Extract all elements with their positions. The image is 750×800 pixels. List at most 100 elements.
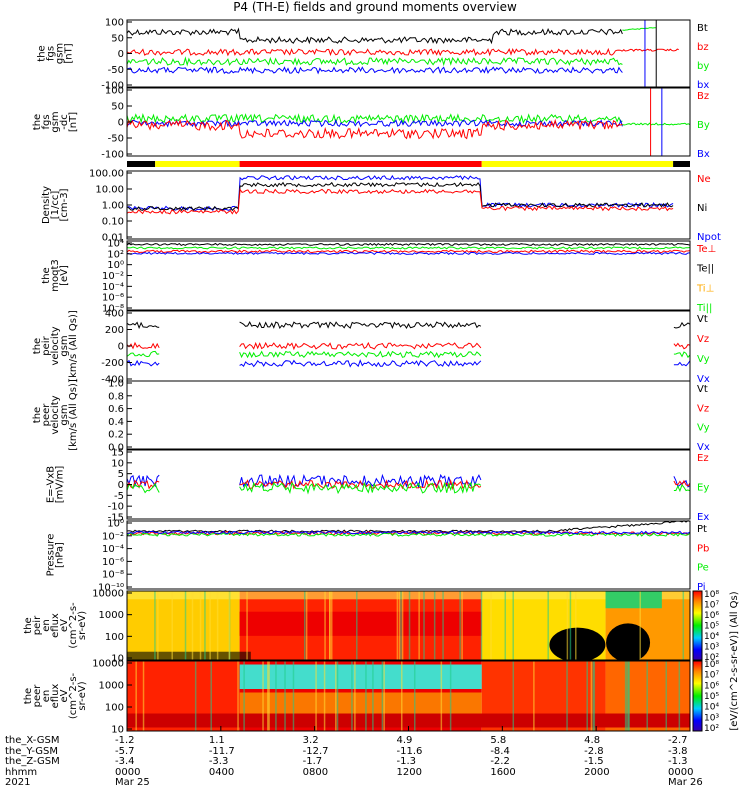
colorbar-tick-label: 10⁵ <box>704 692 719 702</box>
y-tick-label: 0.6 <box>108 404 124 415</box>
page-title: P4 (TH-E) fields and ground moments over… <box>233 0 517 14</box>
y-tick-label: -200 <box>101 358 124 369</box>
region-bar-segment <box>239 161 482 167</box>
legend-entry: Ti⊥ <box>696 283 714 294</box>
spectrogram-streak <box>171 591 173 660</box>
legend-entry: by <box>697 61 709 72</box>
spectrogram-streak <box>480 591 483 660</box>
panel-peir_velocity <box>126 310 691 382</box>
spectrogram-streak <box>593 661 596 731</box>
spectrogram-streak <box>246 591 248 660</box>
y-axis-label: eV <box>59 689 70 702</box>
colorbar <box>692 590 703 732</box>
y-tick-label: -50 <box>108 134 124 145</box>
footer-value: -2.8 <box>584 745 604 757</box>
footer-value: -11.7 <box>208 745 235 757</box>
spectrogram-streak <box>592 661 594 731</box>
legend-entry: By <box>697 120 710 131</box>
footer-value: 1600 <box>490 766 516 778</box>
y-tick-label: 10 <box>111 458 124 469</box>
spectrogram-blob <box>606 623 651 663</box>
y-tick-label: 10 <box>111 725 124 736</box>
series-trace <box>126 242 691 247</box>
footer-value: 2000 <box>584 766 610 778</box>
series-trace <box>622 122 691 126</box>
spectrogram-streak <box>381 661 384 731</box>
legend-entry: Pb <box>697 543 709 554</box>
spectrogram-streak <box>284 661 286 731</box>
footer-value: 0400 <box>208 766 235 778</box>
legend-entry: Pi <box>697 582 706 593</box>
y-tick-label: -50 <box>108 65 124 76</box>
y-axis-label: peir <box>32 615 43 635</box>
y-tick-label: 0.01 <box>102 233 124 244</box>
y-axis-label: [nT] <box>68 112 79 132</box>
y-axis-label: gsm <box>59 335 70 356</box>
spectrogram-band <box>239 611 482 636</box>
spectrogram-streak <box>351 661 353 731</box>
y-axis-label: [cm-3] <box>59 188 70 221</box>
spectrogram-streak <box>315 661 317 731</box>
y-axis-label: -dc <box>59 114 70 129</box>
footer-row-label: the_X-GSM <box>5 735 60 746</box>
legend-entry: bx <box>697 80 709 91</box>
spectrogram-streak <box>305 591 308 660</box>
y-tick-label: 0.8 <box>108 391 124 402</box>
series-trace <box>126 65 623 75</box>
footer-value: Mar 26 <box>668 777 703 788</box>
panel-pressure <box>126 520 691 590</box>
colorbar-gradient <box>692 590 703 661</box>
y-tick-label: 1.0 <box>108 379 124 390</box>
y-tick-label: 10⁰ <box>107 260 124 271</box>
y-tick-label: -400 <box>101 375 124 386</box>
footer-value: 0800 <box>302 766 329 778</box>
series-trace <box>126 56 623 67</box>
series-trace <box>126 481 691 495</box>
footer-value: -1.7 <box>302 756 323 767</box>
panel-efield <box>126 449 691 520</box>
y-axis-label: the <box>23 617 34 633</box>
spectrogram-streak <box>275 661 277 731</box>
footer-value: -1.3 <box>668 756 688 767</box>
spectrogram-streak <box>335 661 337 731</box>
spectrogram-streak <box>624 661 627 731</box>
legend-entry: Vy <box>697 354 710 365</box>
spectrogram-streak <box>191 591 194 660</box>
y-axis-label: en <box>41 619 52 632</box>
y-tick-label: 10² <box>107 249 124 260</box>
spectrogram-streak <box>408 591 411 660</box>
y-axis-label: E=-VxB <box>46 466 57 503</box>
spectrogram-streak <box>228 591 231 660</box>
y-tick-label: 15 <box>111 448 124 459</box>
footer-value: 1200 <box>396 766 422 778</box>
spectrogram-streak <box>449 661 452 731</box>
panel-density <box>126 170 691 240</box>
spectrogram-streak <box>504 591 507 660</box>
footer-value: -8.4 <box>490 745 510 757</box>
y-tick-label: 0 <box>118 49 124 60</box>
y-tick-label: 10⁻⁴ <box>102 282 124 293</box>
footer-value: 4.8 <box>584 735 601 746</box>
spectrogram-streak <box>626 661 628 731</box>
spectrogram-streak <box>292 661 295 731</box>
y-axis-label: eflux <box>50 684 61 709</box>
legend-entry: Ne <box>697 174 711 185</box>
colorbar-tick-label: 10⁸ <box>704 590 719 600</box>
legend-entry: Vx <box>697 374 710 385</box>
spectrogram-streak <box>329 591 331 660</box>
series-trace <box>126 246 691 250</box>
spectrogram-streak <box>586 661 588 731</box>
y-tick-label: 100 <box>105 18 124 29</box>
legend-entry: Te|| <box>696 264 714 275</box>
footer-value: -1.3 <box>396 756 417 767</box>
footer-value: -1.5 <box>584 756 604 767</box>
spectrogram-streak <box>324 591 326 660</box>
spectrogram-streak <box>512 591 514 660</box>
y-axis-label: the <box>37 45 48 61</box>
colorbar-tick-label: 10⁴ <box>704 632 719 642</box>
footer-value: -3.8 <box>668 745 688 757</box>
footer-value: 0000 <box>115 766 141 778</box>
series-trace <box>126 249 691 254</box>
footer-value: 3.2 <box>302 735 319 746</box>
colorbar-tick-label: 10² <box>704 653 719 663</box>
